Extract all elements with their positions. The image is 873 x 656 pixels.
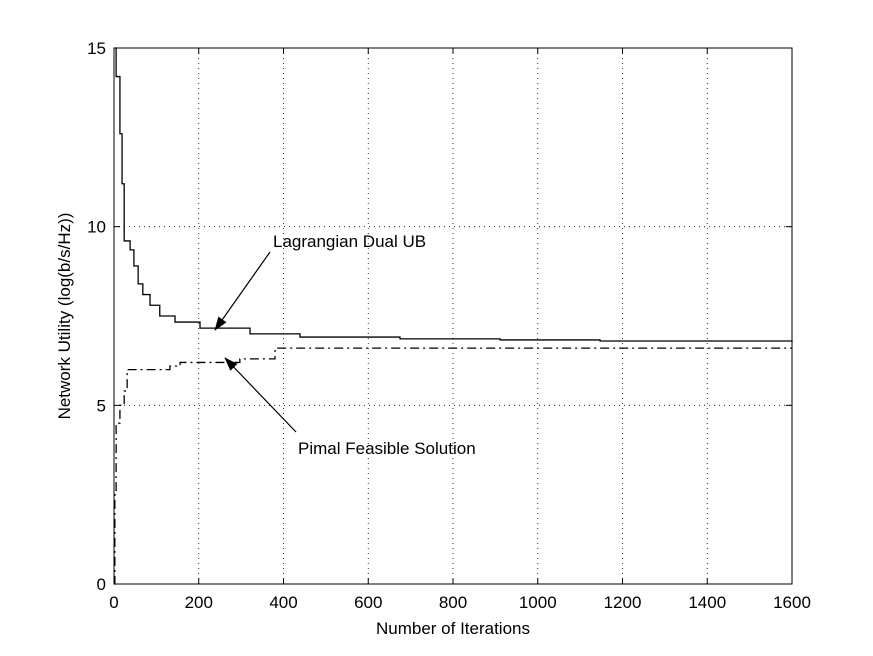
x-axis-label: Number of Iterations [376,619,530,638]
annotation-arrow [214,251,271,331]
x-tick-label: 0 [109,593,118,612]
series-line [114,347,792,585]
y-tick-label: 5 [97,396,106,415]
y-tick-label: 0 [97,575,106,594]
x-tick-label: 800 [439,593,467,612]
x-tick-label: 1200 [604,593,642,612]
y-tick-label: 15 [87,39,106,58]
series-line [114,47,793,343]
axes-box [113,47,793,585]
x-tick-label: 1000 [519,593,557,612]
x-tick-label: 1400 [688,593,726,612]
y-axis-label: Network Utility (log(b/s/Hz)) [55,213,74,420]
x-tick-label: 400 [269,593,297,612]
annotation: Pimal Feasible Solution [298,439,476,458]
x-tick-label: 600 [354,593,382,612]
annotation: Lagrangian Dual UB [273,232,426,251]
y-tick-label: 10 [87,218,106,237]
x-tick-label: 200 [185,593,213,612]
x-tick-label: 1600 [773,593,811,612]
annotation-arrow [224,357,297,433]
